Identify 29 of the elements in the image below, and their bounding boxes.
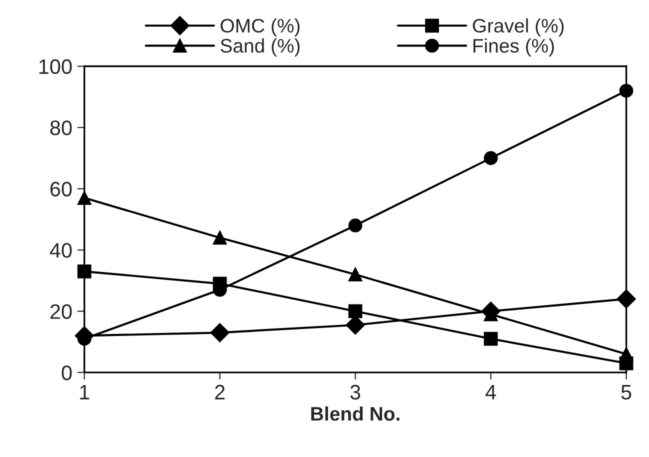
x-tick-label: 5 [621,385,632,400]
legend-label: Gravel (%) [472,18,564,36]
x-tick-label: 1 [80,385,90,400]
y-tick-label: 40 [50,242,72,258]
point [619,84,634,98]
x-tick-label: 4 [485,385,496,400]
point [619,356,634,370]
legend-label: Fines (%) [473,38,554,57]
point [348,218,362,232]
legend-label: Sand (%) [220,38,300,57]
x-axis-title: Blend No. [311,406,400,421]
point [77,190,92,205]
point [348,304,362,318]
point [348,268,362,282]
x-tick-label: 3 [350,384,360,400]
y-tick-label: 60 [50,182,72,196]
point [616,289,636,309]
point [77,264,92,278]
y-tick-label: 20 [50,304,72,319]
point [212,276,227,291]
point [484,332,498,346]
y-tick-label: 100 [39,59,72,74]
y-tick-label: 80 [50,120,72,136]
point [484,151,498,166]
y-tick-label: 0 [62,365,72,380]
point [212,230,227,245]
point [210,323,230,342]
legend-label: OMC (%) [220,18,300,36]
x-tick-label: 2 [215,384,225,400]
